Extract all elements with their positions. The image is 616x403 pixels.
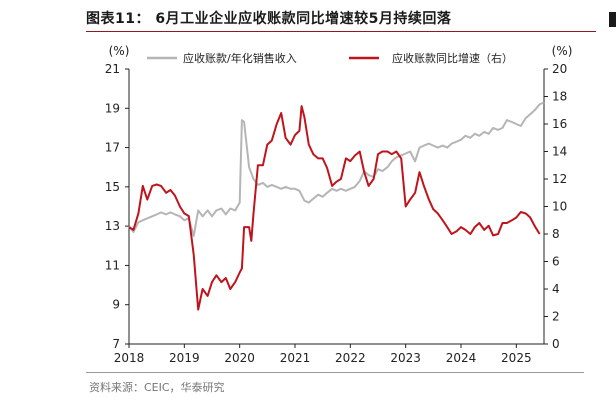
x-tick-label: 2020 [224, 351, 255, 365]
right-tick-label: 20 [552, 62, 567, 76]
left-tick-label: 17 [105, 141, 120, 155]
right-tick-label: 0 [552, 337, 560, 351]
right-tick-label: 4 [552, 282, 560, 296]
left-axis-unit: (%) [109, 44, 130, 58]
x-tick-label: 2025 [501, 351, 532, 365]
x-tick-label: 2018 [114, 351, 145, 365]
left-tick-label: 21 [105, 62, 120, 76]
right-tick-label: 18 [552, 90, 567, 104]
right-tick-label: 2 [552, 310, 560, 324]
right-tick-label: 8 [552, 227, 560, 241]
footer-rule [86, 372, 584, 373]
x-tick-label: 2022 [335, 351, 366, 365]
series-line-2 [128, 105, 541, 311]
x-tick-label: 2023 [390, 351, 421, 365]
legend-label-2: 应收账款同比增速（右） [392, 51, 513, 65]
x-tick-label: 2024 [446, 351, 477, 365]
right-axis-unit: (%) [552, 44, 573, 58]
right-tick-label: 16 [552, 117, 567, 131]
right-tick-label: 14 [552, 145, 567, 159]
chart-title: 图表11： 6月工业企业应收账款同比增速较5月持续回落 [86, 11, 452, 27]
left-tick-label: 13 [105, 219, 120, 233]
right-tick-label: 10 [552, 200, 567, 214]
x-tick-label: 2019 [169, 351, 200, 365]
right-tick-label: 12 [552, 172, 567, 186]
title-rule [86, 31, 596, 32]
left-tick-label: 11 [105, 258, 120, 272]
series-line-1 [128, 101, 545, 237]
left-tick-label: 9 [112, 298, 120, 312]
source-note: 资料来源：CEIC，华泰研究 [89, 381, 225, 394]
legend-label-1: 应收账款/年化销售收入 [183, 51, 297, 65]
right-tick-label: 6 [552, 255, 560, 269]
x-tick-label: 2021 [280, 351, 311, 365]
clipped-edge-block [609, 12, 616, 27]
left-tick-label: 7 [112, 337, 120, 351]
left-tick-label: 15 [105, 180, 120, 194]
left-tick-label: 19 [105, 101, 120, 115]
